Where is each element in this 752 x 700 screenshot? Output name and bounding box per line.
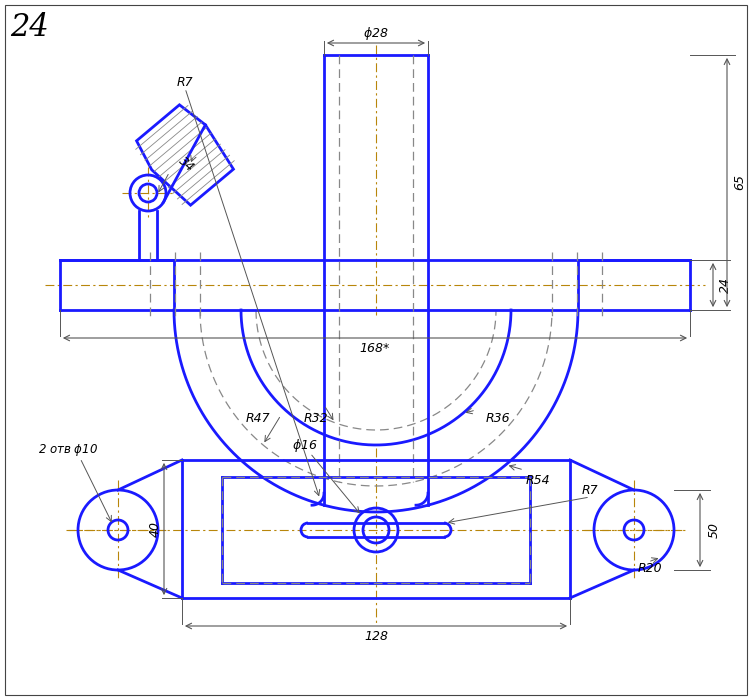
- Text: 128: 128: [364, 629, 388, 643]
- Text: $\phi$28: $\phi$28: [363, 25, 389, 43]
- Text: 50: 50: [708, 522, 721, 538]
- Text: R32: R32: [304, 412, 329, 424]
- Text: 24: 24: [719, 277, 732, 293]
- Text: 65: 65: [733, 174, 746, 190]
- Text: 24: 24: [11, 13, 50, 43]
- Text: R54: R54: [526, 473, 550, 486]
- Text: 34: 34: [176, 154, 197, 174]
- Text: R7: R7: [582, 484, 599, 496]
- Text: 2 отв $\phi$10: 2 отв $\phi$10: [38, 442, 98, 458]
- Text: R7: R7: [177, 76, 193, 88]
- Text: R36: R36: [486, 412, 511, 424]
- Text: R47: R47: [246, 412, 270, 424]
- Text: $\phi$16: $\phi$16: [293, 437, 318, 454]
- Text: 40: 40: [148, 521, 162, 537]
- Text: 168*: 168*: [360, 342, 390, 354]
- Text: R20: R20: [638, 561, 663, 575]
